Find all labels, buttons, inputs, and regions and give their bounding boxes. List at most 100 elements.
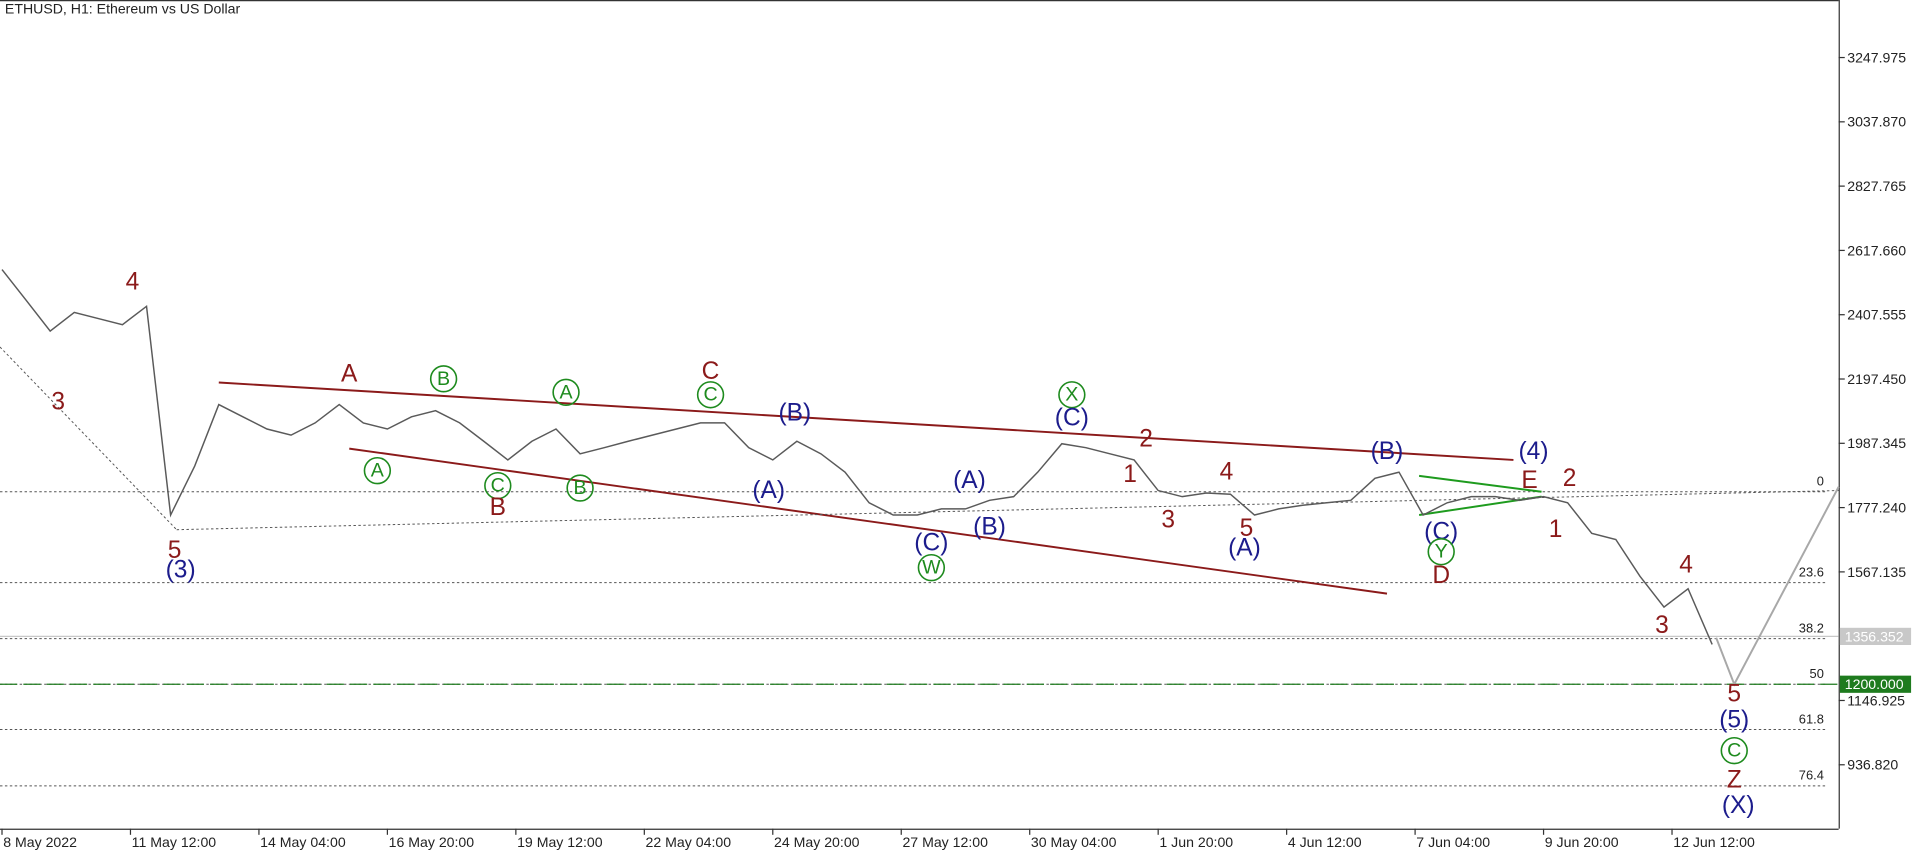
y-tick-label: 1777.240 [1847, 500, 1906, 516]
x-tick-label: 11 May 12:00 [132, 834, 217, 850]
wave-label: Y [1435, 541, 1448, 563]
wave-label: (5) [1719, 707, 1749, 734]
wave-label: 2 [1139, 425, 1153, 452]
wave-label: (C) [1055, 405, 1089, 432]
wave-label: (B) [973, 514, 1006, 541]
wave-label: 2 [1563, 465, 1577, 492]
wave-label: 3 [1161, 506, 1175, 533]
y-tick-label: 2827.765 [1847, 178, 1906, 194]
wave-label: 3 [1655, 612, 1669, 639]
x-tick-label: 1 Jun 20:00 [1159, 834, 1233, 850]
trendline [218, 381, 1514, 461]
y-tick-label: 2197.450 [1847, 371, 1906, 387]
x-tick-label: 19 May 12:00 [517, 834, 603, 850]
wave-label: 1 [1549, 516, 1563, 543]
wave-label: 3 [51, 389, 65, 416]
y-tick-label: 2407.555 [1847, 307, 1906, 323]
wave-circle [566, 474, 594, 502]
y-tick-label: 3037.870 [1847, 114, 1906, 130]
wave-circle [552, 378, 580, 406]
wave-label: (4) [1519, 438, 1549, 465]
x-tick-label: 7 Jun 04:00 [1416, 834, 1490, 850]
wave-circle [1720, 736, 1748, 765]
wave-label: B [437, 368, 450, 390]
wave-circle [484, 471, 512, 500]
x-tick-label: 14 May 04:00 [260, 834, 346, 850]
y-tick-label: 3247.975 [1847, 49, 1906, 65]
chart-title: ETHUSD, H1: Ethereum vs US Dollar [5, 1, 241, 17]
levels: 0 23.6 38.2 50 61.8 76.4 [0, 474, 1839, 787]
price-line-series [1, 269, 1713, 645]
wave-label: (A) [953, 467, 986, 494]
fib-label: 50 [1810, 666, 1824, 681]
wave-label: 1 [1123, 461, 1137, 488]
fib-label: 0 [1817, 474, 1824, 489]
fib-label: 61.8 [1799, 711, 1824, 726]
price-box [1839, 675, 1912, 693]
y-tick-label: 2617.660 [1847, 242, 1906, 258]
wave-label: 5 [1727, 681, 1741, 708]
fib-label: 23.6 [1799, 565, 1824, 580]
fib-label: 38.2 [1799, 621, 1824, 636]
wave-label: E [1521, 467, 1537, 494]
wave-circle [1427, 538, 1455, 566]
x-tick-label: 16 May 20:00 [389, 834, 475, 850]
wave-label: C [1727, 740, 1741, 762]
wave-label: A [341, 360, 358, 387]
wave-label: C [702, 358, 720, 385]
wave-label: C [491, 475, 505, 497]
wave-label: Z [1727, 767, 1742, 794]
x-tick-label: 24 May 20:00 [774, 834, 860, 850]
wave-label: 5 [1240, 515, 1254, 542]
price-series [1, 269, 1713, 645]
wave-label: (B) [1371, 438, 1404, 465]
wave-label: 5 [168, 537, 182, 564]
price-box-label: 1200.000 [1845, 676, 1904, 692]
fib-label: 76.4 [1799, 768, 1824, 783]
wave-label: A [559, 381, 573, 403]
trendline [176, 490, 1839, 531]
wave-label: X [1065, 384, 1078, 406]
trendline [1418, 474, 1542, 493]
y-tick-label: 1987.345 [1847, 435, 1906, 451]
trendline [0, 346, 177, 531]
x-tick-label: 9 Jun 20:00 [1545, 834, 1619, 850]
x-tick-label: 12 Jun 12:00 [1673, 834, 1755, 850]
price-box-label: 1356.352 [1845, 628, 1904, 644]
trendlines [0, 346, 1840, 687]
wave-circle [1058, 381, 1086, 409]
wave-label: 4 [126, 268, 140, 295]
wave-label: W [922, 557, 941, 579]
wave-label: (A) [752, 477, 785, 504]
wave-label: B [490, 494, 506, 521]
wave-label: (3) [166, 557, 196, 584]
x-tick-label: 22 May 04:00 [646, 834, 732, 850]
x-tick-label: 4 Jun 12:00 [1288, 834, 1362, 850]
y-tick-label: 1567.135 [1847, 564, 1906, 580]
wave-label: (X) [1722, 792, 1755, 819]
wave-label: (C) [1424, 519, 1458, 546]
price-box [1839, 627, 1912, 645]
wave-label: A [371, 460, 385, 482]
x-tick-label: 8 May 2022 [3, 834, 77, 850]
wave-label: (B) [778, 400, 811, 427]
y-tick-label: 936.820 [1847, 757, 1898, 773]
wave-label: (A) [1228, 535, 1261, 562]
wave-label: 4 [1220, 459, 1234, 486]
x-tick-label: 30 May 04:00 [1031, 834, 1117, 850]
wave-circle [429, 365, 458, 393]
wave-circle [917, 553, 946, 582]
axes: 3247.975 3037.870 2827.765 2617.660 2407.555… [1, 49, 1912, 850]
wave-circle [363, 456, 392, 485]
wave-label: C [703, 384, 717, 406]
x-tick-label: 27 May 12:00 [902, 834, 988, 850]
trendline [1715, 486, 1840, 687]
trendline [349, 447, 1388, 595]
wave-label: 4 [1679, 552, 1693, 579]
wave-label: D [1432, 562, 1450, 589]
y-tick-label: 1146.925 [1847, 692, 1905, 708]
wave-label: (C) [914, 530, 948, 557]
wave-circle [696, 381, 725, 409]
